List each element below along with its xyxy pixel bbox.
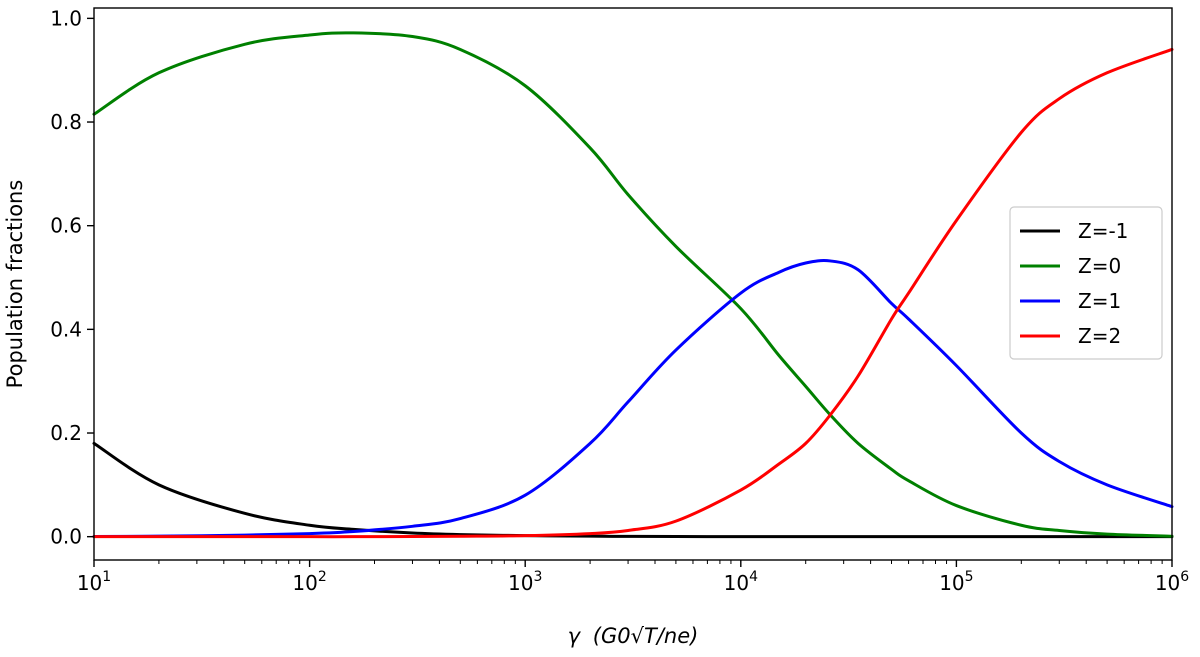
x-axis-label-symbol: γ <box>568 624 582 648</box>
y-tick-label: 0.4 <box>50 317 82 341</box>
series-layer <box>92 31 1174 539</box>
series-line-0 <box>92 441 1174 539</box>
series-line-3 <box>92 47 1174 539</box>
legend: Z=-1 Z=0 Z=1 Z=2 <box>1009 206 1163 360</box>
legend-label-0: Z=-1 <box>1078 219 1128 243</box>
y-ticks: 0.0 0.2 0.4 0.6 0.8 1.0 <box>50 6 94 549</box>
y-axis-label: Population fractions <box>3 180 27 389</box>
plot-frame <box>93 7 1173 561</box>
y-tick-label: 0.8 <box>50 110 82 134</box>
x-axis-label-unit: (G0√T/ne) <box>593 624 699 648</box>
legend-label-2: Z=1 <box>1078 289 1121 313</box>
series-line-1 <box>92 31 1174 538</box>
legend-label-3: Z=2 <box>1078 324 1121 348</box>
legend-label-1: Z=0 <box>1078 254 1121 278</box>
y-tick-label: 0.2 <box>50 421 82 445</box>
legend-box <box>1009 206 1163 360</box>
x-tick-label: 102 <box>292 569 326 595</box>
x-axis-label: γ (G0√T/ne) <box>568 624 699 648</box>
x-ticks: 101 102 103 104 105 106 <box>77 560 1189 595</box>
series-line-2 <box>92 259 1174 539</box>
x-tick-label: 101 <box>77 569 111 595</box>
y-tick-label: 0.0 <box>50 525 82 549</box>
x-tick-label: 103 <box>508 569 542 595</box>
legend-items: Z=-1 Z=0 Z=1 Z=2 <box>1020 219 1128 348</box>
x-tick-label: 106 <box>1155 569 1189 595</box>
y-tick-label: 0.6 <box>50 214 82 238</box>
y-tick-label: 1.0 <box>50 6 82 30</box>
x-tick-label: 105 <box>939 569 973 595</box>
x-tick-label: 104 <box>724 569 758 595</box>
